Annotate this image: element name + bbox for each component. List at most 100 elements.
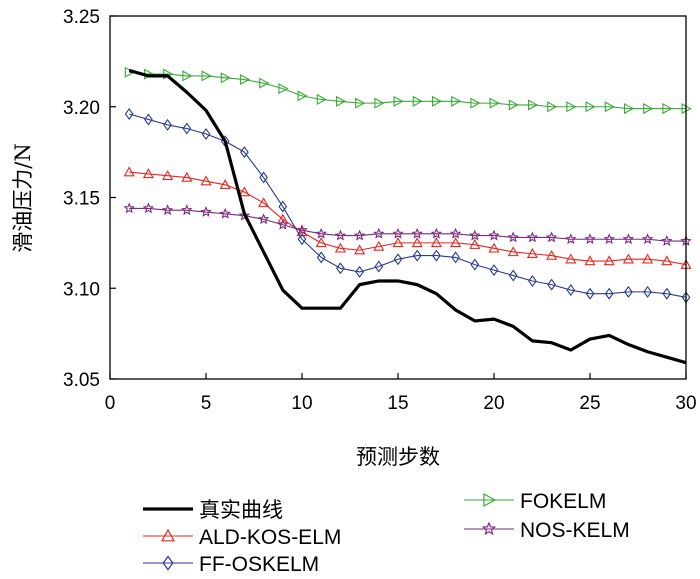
data-point — [238, 209, 251, 221]
data-point — [201, 127, 211, 140]
data-point — [488, 229, 500, 241]
data-point — [547, 278, 556, 291]
data-point — [604, 101, 615, 113]
data-point — [163, 118, 172, 131]
data-point — [220, 72, 231, 84]
y-tick-label: 3.10 — [63, 279, 100, 300]
data-point — [142, 202, 155, 214]
data-point — [373, 240, 385, 251]
data-point — [431, 95, 443, 107]
data-point — [470, 97, 481, 109]
data-point — [545, 231, 558, 243]
data-point — [201, 70, 212, 82]
data-point — [278, 200, 288, 213]
data-point — [124, 108, 134, 121]
data-point — [278, 83, 289, 95]
legend-marker — [483, 492, 497, 508]
series-line-ff-oskelm — [129, 113, 687, 298]
legend-item-ald-kos-elm: ALD-KOS-ELM — [143, 526, 341, 549]
data-point — [642, 253, 654, 264]
data-point — [353, 229, 366, 241]
x-axis-title: 预测步数 — [356, 445, 440, 469]
data-point — [182, 122, 192, 135]
data-point — [277, 213, 289, 224]
data-point — [662, 103, 673, 115]
data-point — [661, 235, 673, 246]
data-point — [238, 186, 250, 197]
data-point — [258, 197, 270, 208]
data-point — [200, 205, 212, 217]
y-tick-label: 3.20 — [63, 98, 100, 119]
data-point — [316, 251, 326, 264]
data-point — [565, 253, 577, 264]
data-point — [392, 237, 404, 248]
legend-label: ALD-KOS-ELM — [199, 526, 341, 549]
data-point — [200, 175, 212, 186]
data-point — [257, 213, 270, 225]
series-fokelm — [124, 66, 692, 115]
data-point — [527, 99, 539, 111]
legend-label: NOS-KELM — [520, 519, 630, 542]
series-line-actual — [128, 68, 687, 365]
legend-label: FOKELM — [520, 490, 606, 513]
data-point — [430, 227, 443, 239]
data-point — [565, 233, 577, 245]
legend-label: 真实曲线 — [199, 499, 283, 522]
data-point — [489, 97, 500, 109]
data-point — [297, 233, 307, 246]
data-point — [182, 70, 193, 82]
data-point — [603, 233, 615, 245]
data-point — [411, 237, 423, 248]
data-point — [296, 224, 308, 236]
data-point — [643, 103, 654, 115]
data-point — [488, 242, 500, 253]
data-point — [584, 255, 596, 266]
data-point — [259, 77, 270, 89]
data-point — [449, 227, 462, 239]
data-point — [624, 285, 633, 298]
x-tick-label: 30 — [675, 393, 696, 414]
data-point — [334, 242, 346, 253]
data-point — [412, 95, 423, 107]
data-point — [335, 95, 347, 107]
data-point — [162, 169, 174, 180]
data-point — [622, 253, 634, 264]
data-point — [277, 218, 289, 230]
data-point — [297, 90, 308, 102]
data-point — [507, 231, 519, 243]
data-point — [489, 264, 499, 277]
data-point — [181, 204, 193, 216]
data-point — [374, 260, 384, 273]
legend-item-actual: 真实曲线 — [143, 499, 283, 522]
data-point — [315, 227, 327, 239]
data-point — [259, 171, 268, 184]
data-point — [507, 246, 519, 257]
data-point — [643, 285, 652, 298]
data-point — [219, 179, 231, 190]
data-point — [430, 237, 442, 248]
ticks-layer: 0 5 10 15 20 25 30 3.05 3.10 3.15 3.20 3.25 — [63, 7, 697, 414]
x-tick-label: 20 — [483, 393, 504, 414]
y-axis-title: 滑油压力/N — [11, 143, 35, 252]
data-point — [451, 95, 462, 107]
legend-label: FF-OSKELM — [199, 553, 319, 576]
data-point — [566, 284, 576, 297]
x-tick-label: 25 — [579, 393, 600, 414]
data-point — [662, 287, 672, 300]
series-ff-oskelm — [124, 108, 691, 304]
data-point — [411, 227, 423, 239]
data-point — [144, 113, 153, 126]
data-point — [240, 146, 249, 159]
legend-item-fokelm: FOKELM — [464, 490, 606, 513]
data-point — [641, 233, 654, 245]
legend-item-nos-kelm: NOS-KELM — [464, 519, 630, 542]
series-nos-kelm — [123, 202, 692, 246]
series-line-ald-kos-elm — [129, 171, 687, 266]
data-point — [355, 265, 364, 278]
x-tick-label: 10 — [291, 393, 312, 414]
y-tick-label: 3.15 — [63, 189, 100, 210]
data-point — [374, 97, 385, 109]
data-point — [451, 251, 460, 264]
legend-item-ff-oskelm: FF-OSKELM — [143, 553, 319, 576]
